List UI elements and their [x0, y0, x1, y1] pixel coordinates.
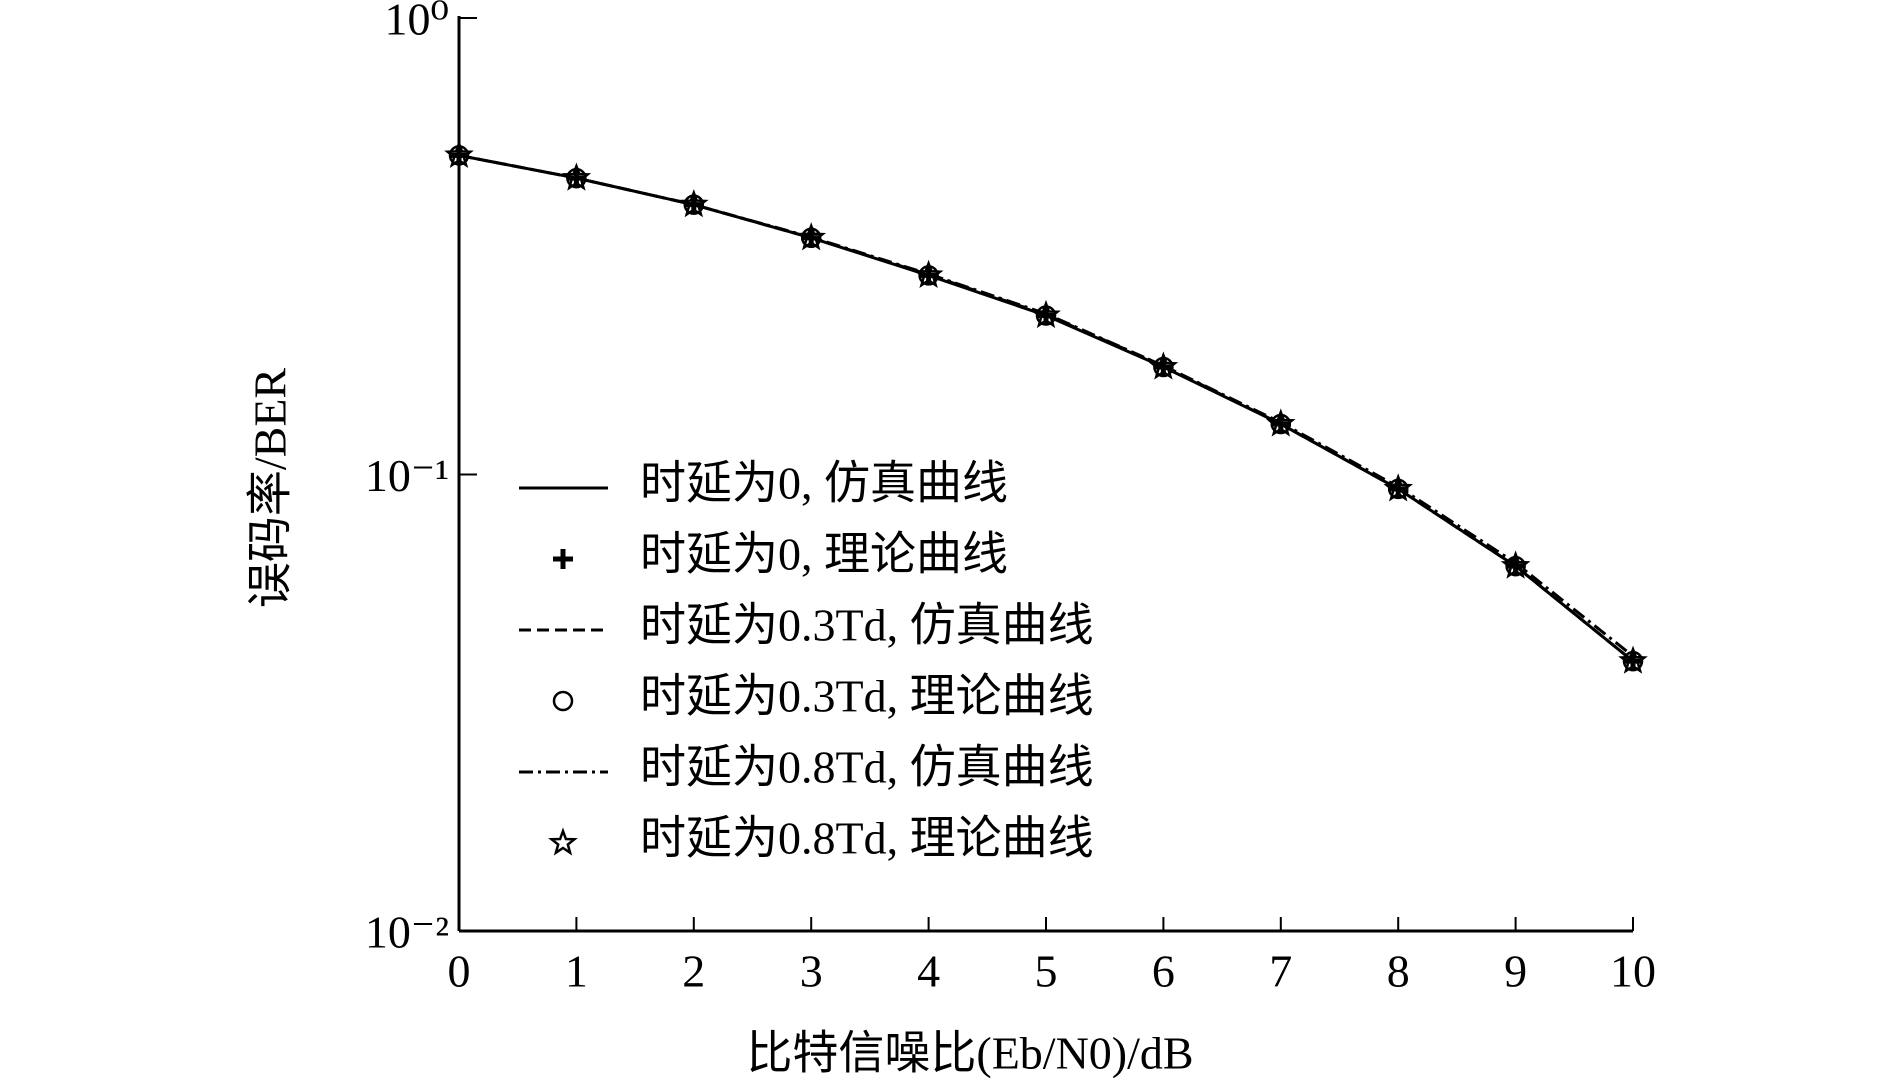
series-line — [458, 153, 1634, 663]
legend-label: 时延为0, 仿真曲线 — [640, 458, 1008, 509]
legend-label: 时延为0.8Td, 理论曲线 — [640, 813, 1094, 864]
y-tick-label: 10⁻¹ — [365, 450, 449, 501]
series-line — [458, 153, 1634, 663]
y-tick-label: 10⁰ — [385, 0, 449, 45]
x-tick-label: 0 — [448, 946, 471, 997]
legend-marker — [552, 690, 574, 712]
legend-label: 时延为0.3Td, 仿真曲线 — [640, 600, 1094, 651]
data-point — [1265, 408, 1296, 437]
x-tick-label: 8 — [1387, 946, 1410, 997]
legend-label: 时延为0, 理论曲线 — [640, 529, 1008, 580]
legend-marker — [553, 549, 573, 569]
y-tick-label: 10⁻² — [365, 907, 449, 958]
x-tick-label: 5 — [1035, 946, 1058, 997]
x-tick-label: 7 — [1269, 946, 1292, 997]
x-tick-label: 2 — [682, 946, 705, 997]
data-point — [913, 259, 944, 288]
x-tick-label: 10 — [1610, 946, 1656, 997]
x-tick-label: 1 — [565, 946, 588, 997]
series-line — [458, 153, 1634, 658]
x-axis-label: 比特信噪比(Eb/N0)/dB — [746, 1028, 1193, 1079]
x-tick-label: 6 — [1152, 946, 1175, 997]
x-tick-label: 9 — [1504, 946, 1527, 997]
data-point — [678, 189, 709, 218]
data-point — [1031, 299, 1061, 329]
legend-label: 时延为0.8Td, 仿真曲线 — [640, 742, 1094, 793]
y-axis-label: 误码率/BER — [245, 368, 296, 609]
legend-marker — [548, 827, 578, 856]
data-point — [1500, 550, 1531, 579]
data-point — [444, 139, 474, 169]
data-point — [1618, 645, 1648, 674]
data-point — [1383, 473, 1414, 502]
x-tick-label: 4 — [917, 946, 940, 997]
x-tick-label: 3 — [800, 946, 823, 997]
data-point — [1148, 351, 1179, 380]
data-point — [796, 222, 827, 251]
data-point — [561, 162, 592, 191]
legend-label: 时延为0.3Td, 理论曲线 — [640, 671, 1094, 722]
